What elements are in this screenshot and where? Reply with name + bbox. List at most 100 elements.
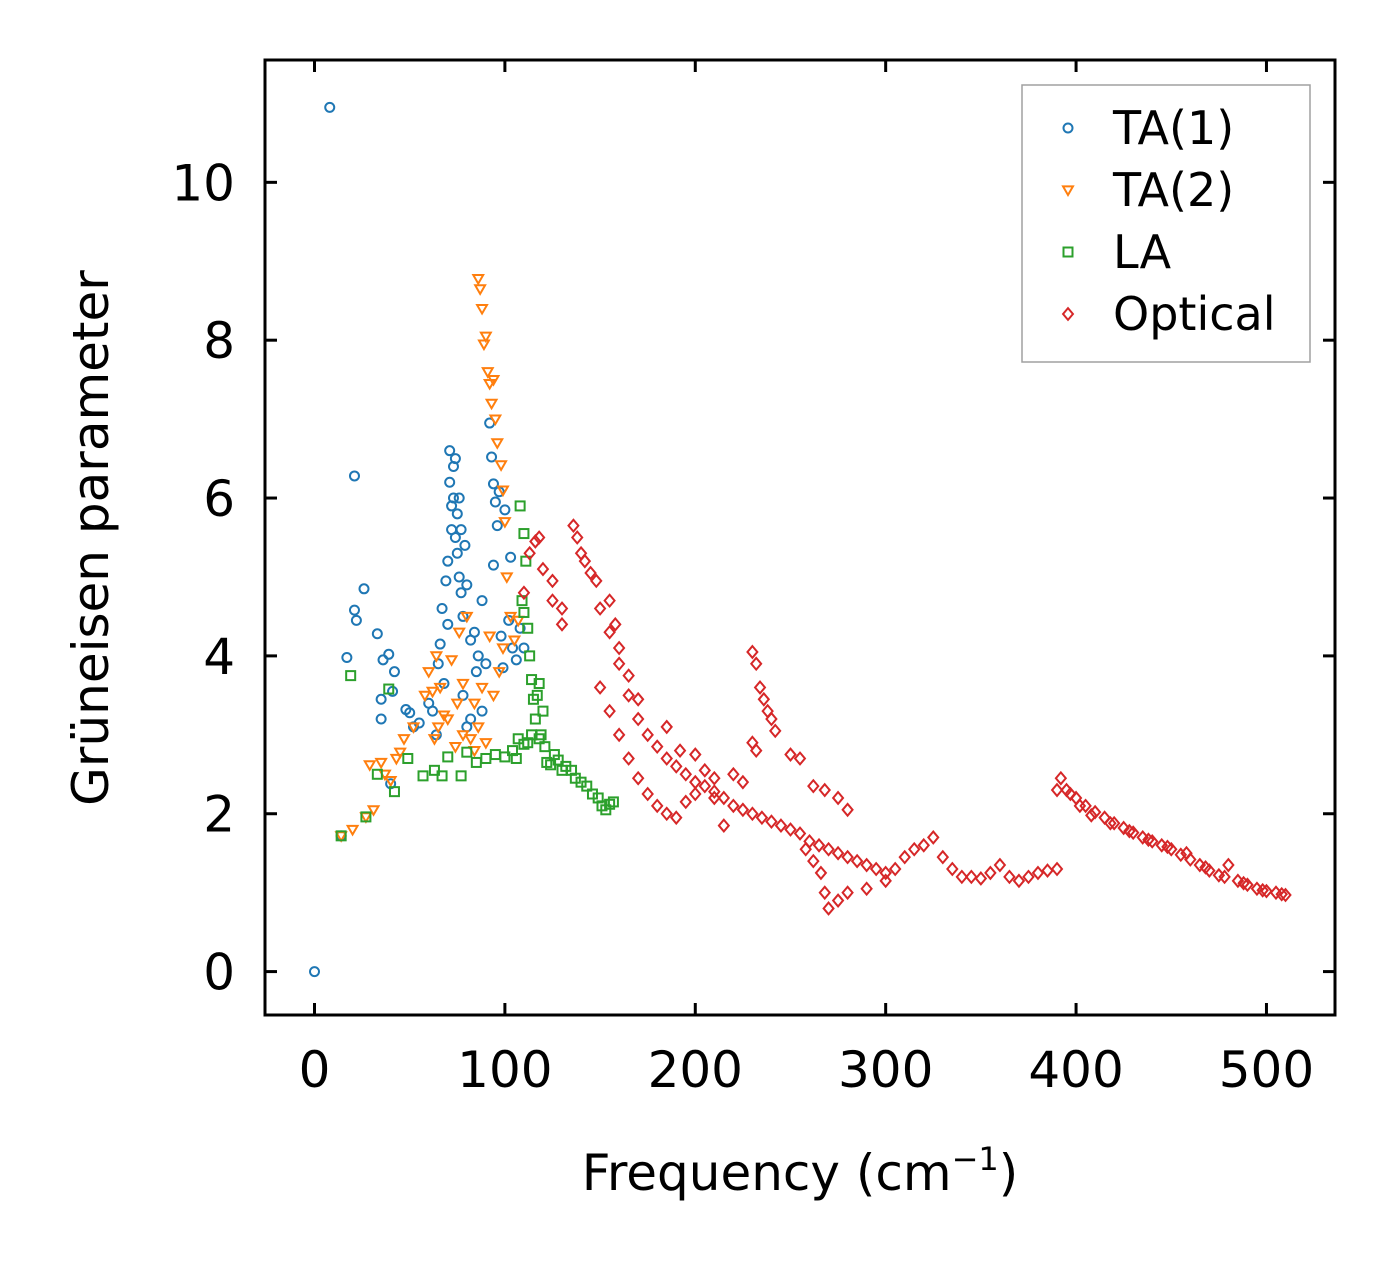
data-point [431, 722, 445, 734]
legend-label: TA(2) [1112, 163, 1234, 217]
x-tick-label: 200 [648, 1041, 743, 1099]
data-point [727, 766, 740, 782]
data-point [427, 705, 439, 717]
data-point [377, 654, 389, 666]
data-point [389, 753, 404, 766]
data-point [490, 438, 504, 450]
data-point [476, 595, 488, 607]
series-optical [517, 518, 1292, 916]
legend-label: TA(1) [1112, 101, 1234, 155]
data-point [418, 690, 432, 703]
data-point [784, 822, 797, 837]
data-point [1260, 883, 1273, 899]
data-point [1145, 833, 1159, 849]
data-point [546, 593, 559, 609]
data-point [539, 741, 551, 753]
data-point [1085, 807, 1098, 823]
data-point [428, 764, 440, 776]
data-point [532, 530, 546, 545]
data-point [641, 786, 654, 802]
data-point [1222, 857, 1235, 873]
data-point [609, 616, 622, 632]
data-point [518, 606, 530, 618]
data-point [417, 770, 429, 782]
data-point [524, 650, 536, 662]
data-point [500, 572, 514, 584]
data-point [486, 451, 498, 463]
data-point [669, 758, 683, 774]
data-point [1123, 823, 1136, 839]
data-point [631, 691, 645, 707]
data-point [1054, 770, 1068, 786]
legend-item: LA [1062, 225, 1172, 279]
data-point [593, 601, 607, 616]
data-point [907, 841, 921, 857]
data-point [698, 778, 712, 794]
data-point [955, 869, 969, 885]
data-point [453, 492, 465, 504]
data-point [451, 508, 463, 520]
data-point [465, 713, 477, 725]
data-point [440, 575, 452, 587]
y-tick-label: 0 [203, 944, 235, 1002]
data-point [807, 778, 820, 794]
data-point [1203, 863, 1216, 878]
data-point [1031, 865, 1045, 881]
data-point [425, 686, 440, 699]
data-point [607, 796, 619, 808]
data-point [807, 853, 820, 869]
data-point [1165, 841, 1178, 857]
data-point [1126, 825, 1140, 841]
data-point [402, 752, 414, 764]
data-point [449, 453, 461, 465]
data-point [850, 853, 864, 869]
data-point [324, 101, 336, 113]
data-point [507, 635, 522, 648]
data-point [436, 770, 448, 782]
y-tick-label: 2 [203, 786, 235, 844]
data-point [936, 849, 950, 865]
legend-item: Optical [1061, 287, 1275, 341]
data-point [841, 885, 854, 901]
data-point [612, 656, 626, 672]
data-point [831, 893, 845, 908]
data-point [520, 555, 532, 567]
data-point [496, 485, 510, 498]
data-point [486, 375, 501, 387]
data-point [366, 805, 381, 817]
data-point [708, 790, 721, 806]
data-point [442, 555, 454, 567]
data-point [468, 626, 480, 638]
data-point [584, 565, 597, 581]
data-point [442, 751, 454, 763]
data-point [371, 768, 383, 780]
data-point [496, 643, 510, 655]
data-point [444, 655, 459, 667]
data-point [1050, 782, 1064, 798]
data-point [518, 528, 530, 540]
data-point [518, 642, 530, 654]
data-point [452, 627, 466, 640]
data-point [555, 601, 569, 616]
data-point [393, 747, 407, 760]
x-tick-label: 500 [1219, 1041, 1314, 1099]
data-point [660, 751, 673, 766]
data-point [481, 367, 495, 379]
y-tick-label: 10 [171, 154, 235, 212]
data-point [350, 614, 362, 626]
data-point [603, 703, 616, 719]
data-point [946, 861, 959, 877]
data-point [482, 631, 497, 644]
data-point [348, 470, 360, 482]
data-point [1012, 873, 1026, 889]
data-point [818, 782, 832, 798]
data-point [784, 747, 797, 762]
data-point [567, 518, 580, 534]
data-point [375, 693, 387, 705]
data-point [449, 532, 461, 543]
data-point [437, 710, 451, 723]
data-point [434, 638, 446, 650]
data-point [860, 857, 873, 873]
data-point [1218, 869, 1231, 885]
data-point [475, 304, 489, 316]
